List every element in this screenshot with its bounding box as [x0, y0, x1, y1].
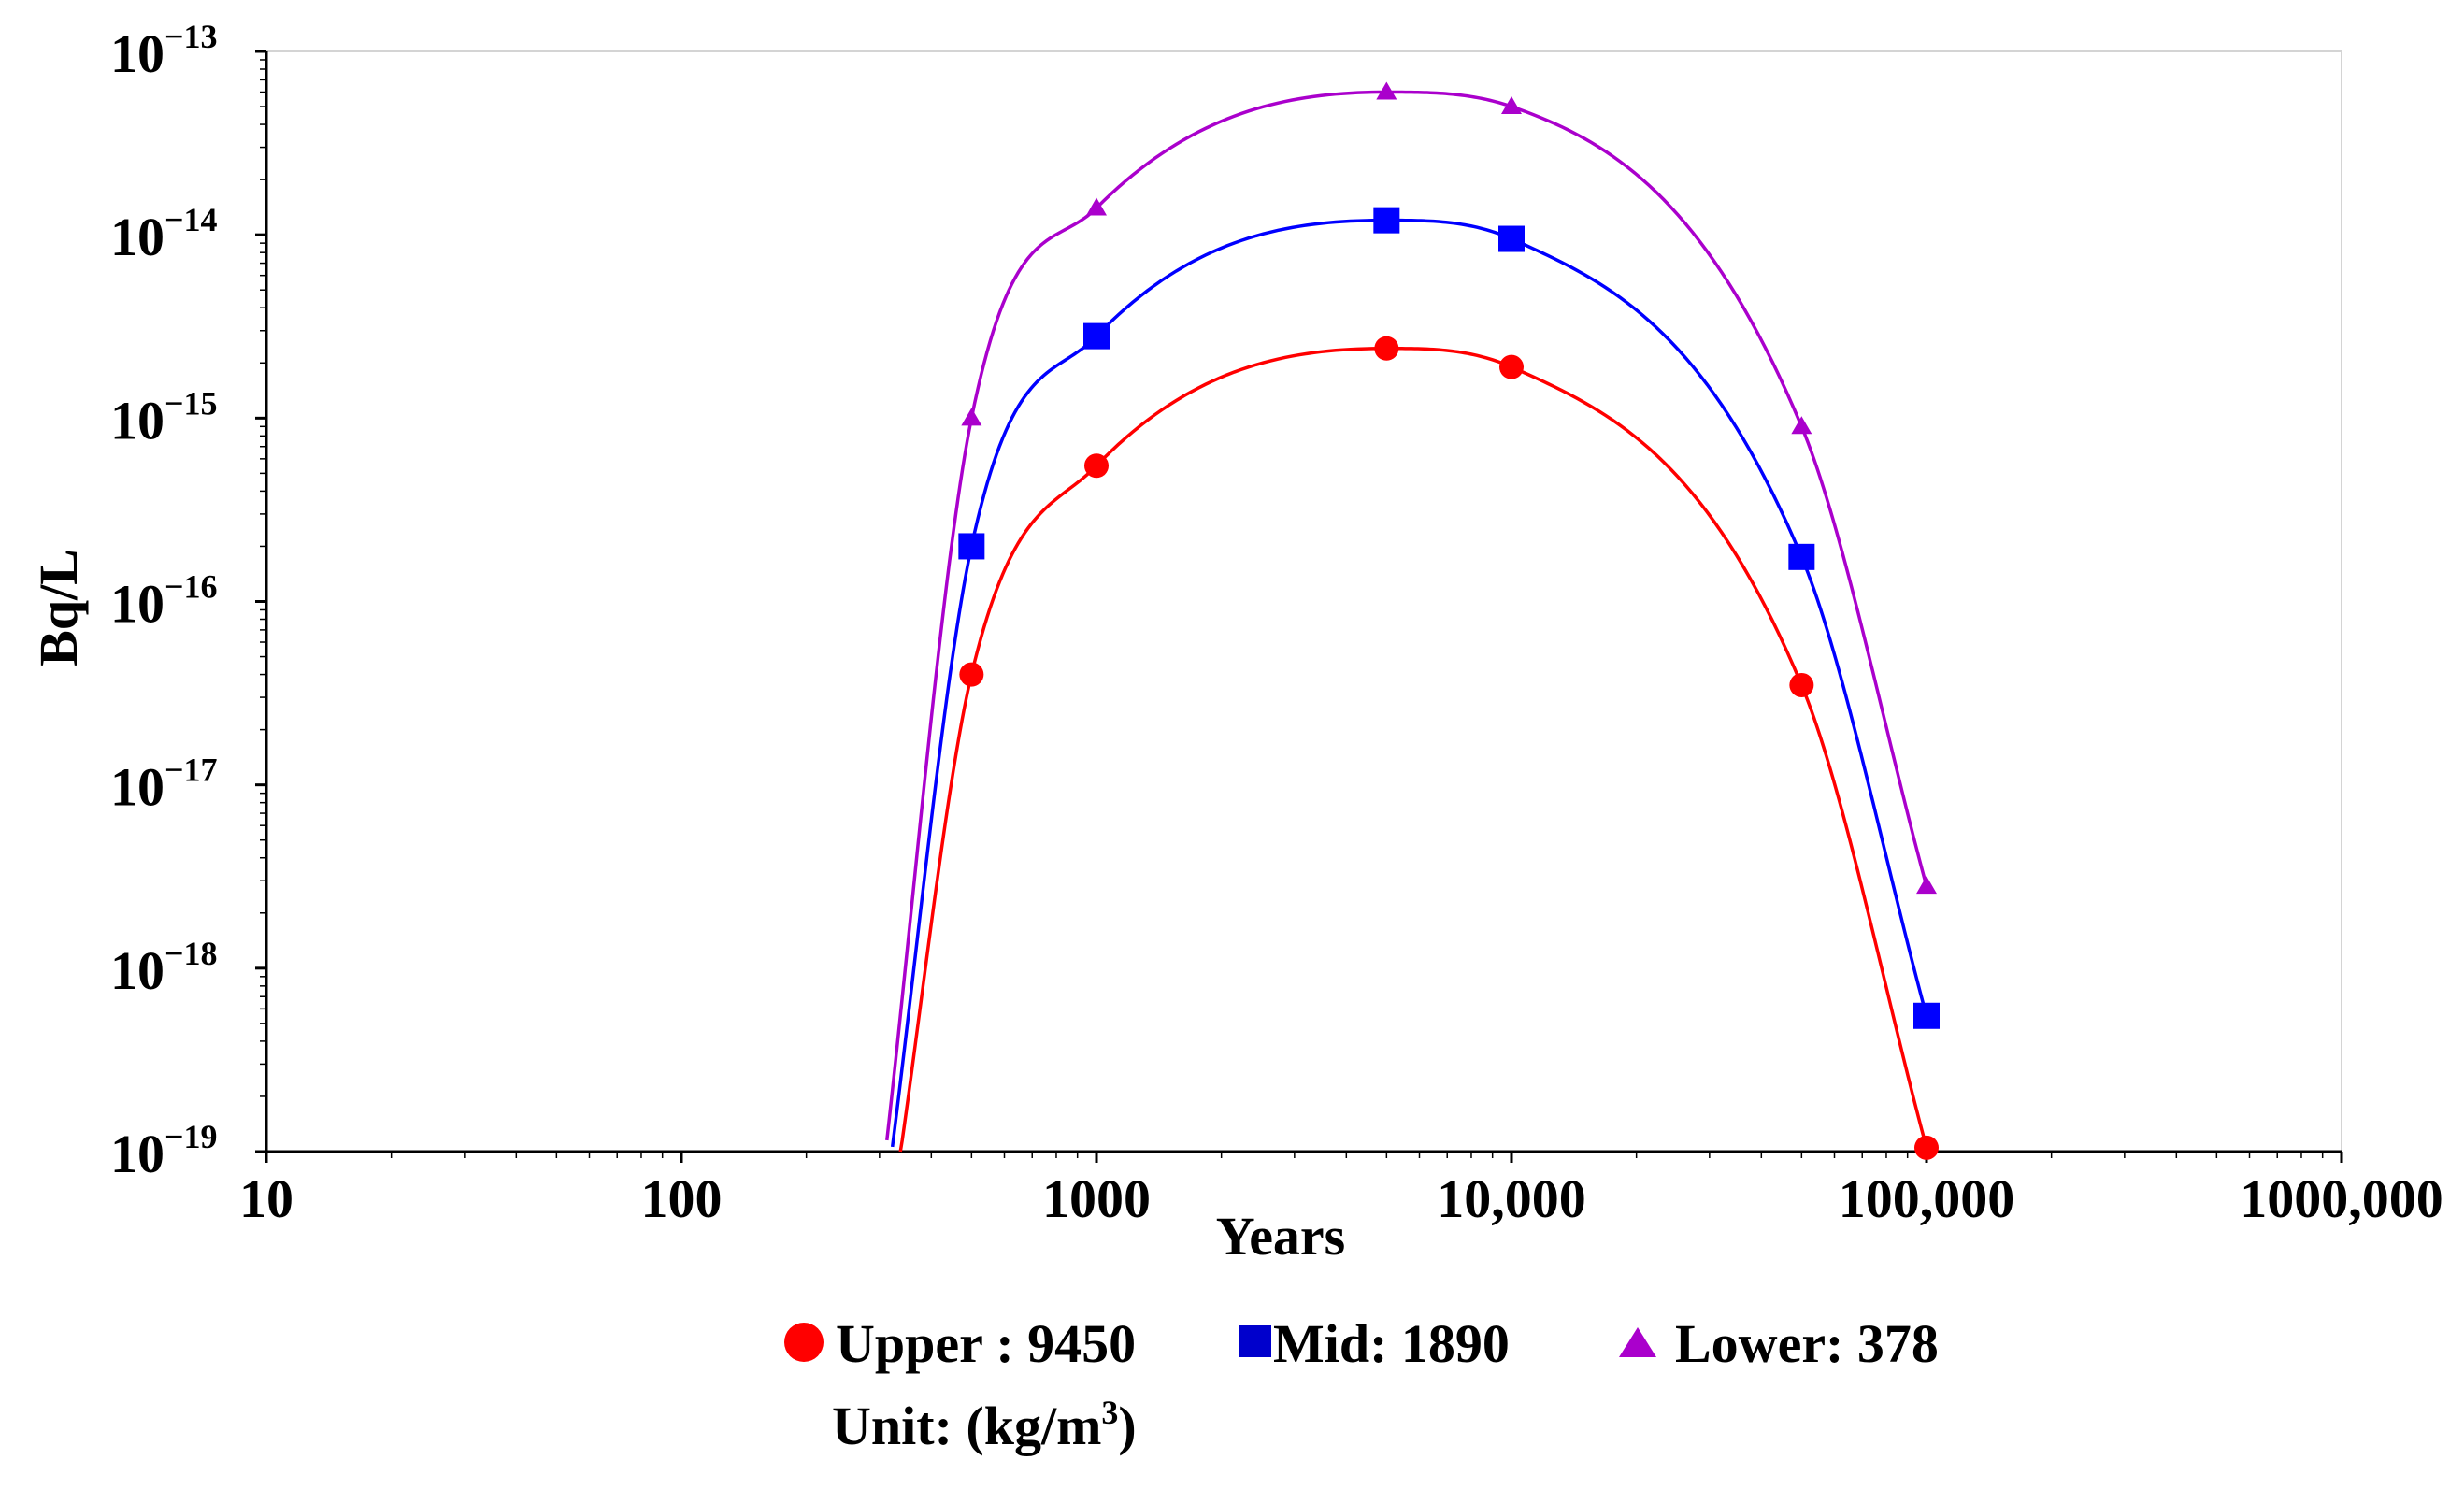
data-point-triangle: [1376, 81, 1397, 100]
data-point-square: [1788, 543, 1815, 570]
x-tick-label: 100,000: [1839, 1168, 2015, 1229]
legend-unit-text: Unit: (kg/m: [832, 1396, 1101, 1456]
data-point-square: [958, 533, 985, 560]
legend-unit-sup: 3: [1101, 1394, 1118, 1431]
data-point-square: [1498, 225, 1525, 252]
data-point-square: [1083, 322, 1110, 350]
legend-label-upper: Upper : 9450: [836, 1313, 1136, 1374]
data-point-circle: [1914, 1135, 1939, 1160]
x-axis-title: Years: [1216, 1206, 1346, 1267]
y-tick-base: 10: [110, 757, 165, 818]
data-point-circle: [1374, 336, 1399, 361]
y-tick-base: 10: [110, 23, 165, 84]
y-tick-exp: −14: [165, 201, 218, 238]
y-tick-exp: −15: [165, 384, 218, 422]
y-tick-base: 10: [110, 1124, 165, 1184]
series-markers: [958, 81, 1940, 1160]
data-point-triangle: [1501, 96, 1522, 115]
y-tick-label: 10−19: [110, 1118, 218, 1184]
y-tick-exp: −18: [165, 935, 218, 972]
x-tick-label: 1000,000: [2240, 1168, 2443, 1229]
y-tick-exp: −13: [165, 18, 218, 55]
axis-ticks: [255, 50, 2343, 1163]
x-tick-label: 10,000: [1437, 1168, 1586, 1229]
legend: Upper : 9450 Mid: 1890 Lower: 378 Unit: …: [784, 1313, 1939, 1456]
legend-unit: Unit: (kg/m3): [832, 1394, 1137, 1456]
legend-marker-mid: [1239, 1325, 1271, 1357]
x-tick-label: 100: [641, 1168, 723, 1229]
data-point-square: [1913, 1002, 1940, 1029]
data-point-circle: [1084, 453, 1109, 479]
y-tick-exp: −19: [165, 1118, 218, 1155]
data-point-circle: [1789, 672, 1814, 697]
data-point-triangle: [961, 408, 982, 426]
x-tick-labels: 10 100 1000 10,000 100,000 1000,000: [239, 1168, 2443, 1229]
y-tick-base: 10: [110, 390, 165, 451]
data-point-triangle: [1086, 197, 1107, 216]
y-tick-exp: −17: [165, 752, 218, 789]
plot-area: [265, 50, 2342, 1153]
y-tick-label: 10−17: [110, 752, 218, 818]
data-point-triangle: [1916, 876, 1937, 895]
data-point-triangle: [1791, 416, 1812, 435]
y-tick-base: 10: [110, 574, 165, 635]
y-tick-base: 10: [110, 940, 165, 1001]
x-tick-label: 1000: [1042, 1168, 1151, 1229]
y-tick-label: 10−15: [110, 384, 218, 451]
y-tick-label: 10−16: [110, 568, 218, 635]
legend-label-lower: Lower: 378: [1675, 1313, 1939, 1374]
y-tick-label: 10−18: [110, 935, 218, 1001]
y-tick-base: 10: [110, 207, 165, 267]
y-tick-label: 10−13: [110, 18, 218, 84]
legend-marker-lower: [1619, 1327, 1656, 1357]
x-tick-label: 10: [239, 1168, 294, 1229]
data-point-circle: [959, 662, 984, 687]
y-axis-title: Bq/L: [28, 549, 89, 666]
data-point-circle: [1499, 354, 1524, 379]
y-tick-exp: −16: [165, 568, 218, 606]
legend-marker-upper: [784, 1323, 824, 1362]
legend-label-mid: Mid: 1890: [1273, 1313, 1510, 1374]
y-tick-label: 10−14: [110, 201, 218, 267]
data-point-square: [1373, 207, 1400, 234]
legend-unit-close: ): [1118, 1396, 1136, 1456]
